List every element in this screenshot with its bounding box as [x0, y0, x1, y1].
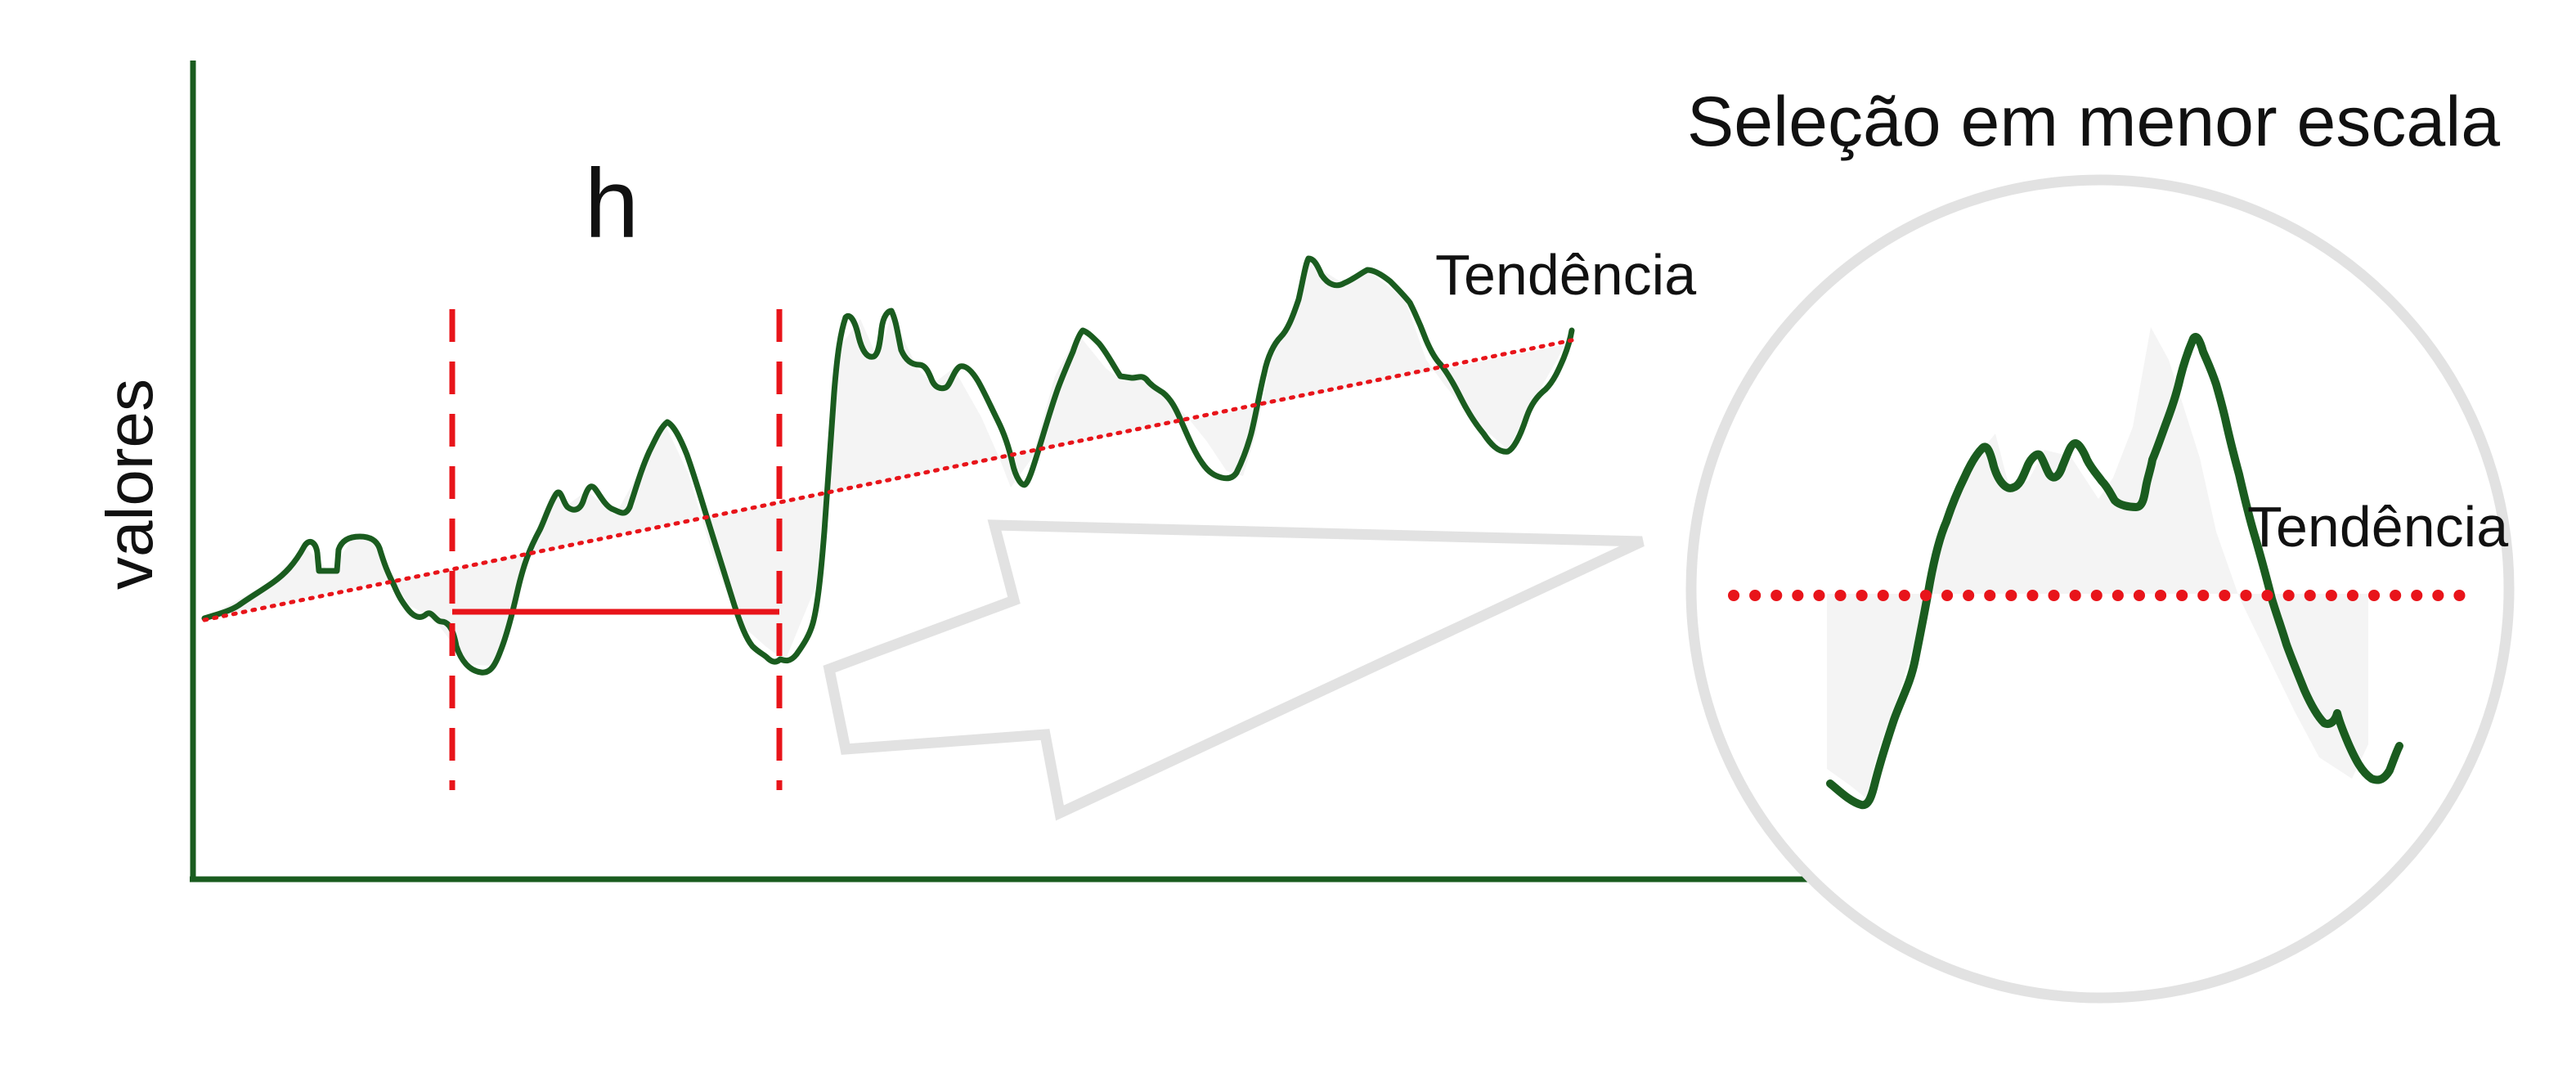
main-series-line: [201, 255, 1575, 676]
main-trend-line: [202, 338, 1574, 622]
main-series-fill: [204, 262, 1570, 666]
y-axis-label: valores: [93, 379, 166, 590]
window-h: [449, 309, 783, 790]
window-label: h: [585, 149, 640, 258]
axes: [190, 61, 1825, 883]
main-trend-label: Tendência: [1435, 243, 1696, 307]
inset-trend-label: Tendência: [2247, 495, 2508, 559]
inset-series-fill: [1827, 327, 2368, 798]
inset-series-line: [1826, 333, 2403, 810]
hollow-arrow-icon: [823, 519, 1645, 821]
inset-title: Seleção em menor escala: [1687, 83, 2500, 161]
